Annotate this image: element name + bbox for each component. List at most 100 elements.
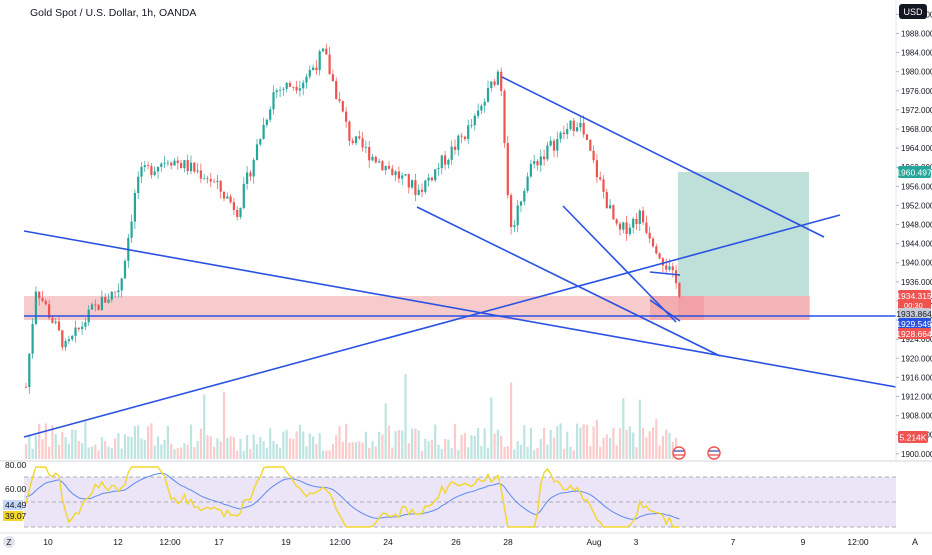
candle-body xyxy=(612,205,615,220)
volume-bar xyxy=(595,419,598,459)
volume-bar xyxy=(147,426,150,459)
volume-bar xyxy=(450,448,453,459)
candle-body xyxy=(209,179,212,182)
candle-body xyxy=(71,335,74,340)
candle-body xyxy=(387,165,391,169)
candle-body xyxy=(490,81,493,89)
volume-bar xyxy=(665,429,668,459)
volume-bar xyxy=(447,439,450,459)
volume-bar xyxy=(533,450,536,459)
candle-body xyxy=(665,265,668,270)
candle-body xyxy=(213,181,216,183)
volume-bar xyxy=(407,443,410,459)
volume-bar xyxy=(305,446,308,459)
trendlines[interactable] xyxy=(23,76,897,438)
line-price-badge: 1929.549 xyxy=(896,319,932,329)
volume-bar xyxy=(411,428,414,459)
candle-body xyxy=(206,178,209,180)
price-tick: 1988.000 xyxy=(901,29,932,38)
volume-bar xyxy=(279,448,282,459)
volume-bar xyxy=(635,447,638,459)
volume-bar xyxy=(658,445,661,459)
candle-body xyxy=(622,222,625,230)
candle-body xyxy=(500,71,503,91)
candle-body xyxy=(341,100,344,112)
candle-body xyxy=(222,191,226,199)
candle-body xyxy=(160,163,163,167)
volume-bar xyxy=(576,423,579,459)
candle-body xyxy=(371,156,374,161)
candle-body xyxy=(272,92,275,110)
volume-bar xyxy=(71,429,74,459)
candle-body xyxy=(57,321,61,331)
candle-body xyxy=(628,227,631,234)
candle-body xyxy=(269,109,272,120)
candle-body xyxy=(104,297,107,303)
volume-bar xyxy=(470,435,473,459)
volume-bar xyxy=(269,428,272,459)
price-axis[interactable]: 1992.0001988.0001984.0001980.0001976.000… xyxy=(895,0,932,461)
time-axis[interactable]: Z A 10 12 12:00 17 19 12:00 24 26 28 Aug 3 7 9 12:00 xyxy=(0,532,932,548)
volume-bar xyxy=(249,449,252,459)
candle-body xyxy=(275,90,278,93)
volume-bar xyxy=(315,444,318,459)
event-icons[interactable] xyxy=(672,446,721,460)
candle-body xyxy=(176,160,179,163)
candle-body xyxy=(585,134,589,140)
volume-bar xyxy=(338,426,341,459)
candle-body xyxy=(632,218,635,228)
candle-body xyxy=(193,162,196,172)
candle-body xyxy=(226,196,229,199)
candle-body xyxy=(450,146,453,160)
candle-body xyxy=(173,160,176,166)
volume-bar xyxy=(242,450,245,459)
trendline-small-top xyxy=(649,271,681,276)
candle-body xyxy=(117,290,120,293)
candle-body xyxy=(28,353,31,388)
time-label: 7 xyxy=(731,537,736,547)
candle-body xyxy=(543,156,546,160)
volume-bar xyxy=(196,441,199,459)
volume-bar xyxy=(618,428,622,459)
candle-body xyxy=(572,120,575,132)
candle-body xyxy=(312,67,315,70)
volume-bar xyxy=(186,444,189,459)
volume-bar xyxy=(559,423,562,459)
candle-body xyxy=(506,143,509,196)
price-tick: 1956.000 xyxy=(901,182,932,191)
volume-bar xyxy=(605,434,608,459)
candle-body xyxy=(618,223,622,230)
volume-bar xyxy=(625,429,628,459)
volume-bar xyxy=(246,435,249,459)
volume-bar xyxy=(308,433,311,459)
candle-body xyxy=(186,160,189,172)
price-tick: 1944.000 xyxy=(901,240,932,249)
rsi-pane[interactable]: 80.00 60.00 44.49 39.07 xyxy=(3,460,896,528)
volume-bar xyxy=(173,449,176,459)
volume-bar xyxy=(444,438,447,459)
volume-bar xyxy=(628,426,631,459)
volume-bar xyxy=(661,436,664,459)
target-zone[interactable] xyxy=(678,172,809,296)
volume-bar xyxy=(176,448,179,459)
volume-bar xyxy=(645,437,648,459)
price-tick: 1984.000 xyxy=(901,49,932,58)
volume-bar xyxy=(477,427,480,459)
candle-body xyxy=(338,99,341,101)
currency-button[interactable]: USD xyxy=(899,4,927,19)
volume-bar xyxy=(341,441,344,459)
volume-bar xyxy=(166,425,169,459)
candle-body xyxy=(64,340,67,348)
volume-bar xyxy=(57,444,61,459)
volume-bar xyxy=(546,444,549,459)
candle-body xyxy=(259,138,262,145)
volume-bar xyxy=(282,431,285,459)
volume-bar xyxy=(503,447,506,459)
volume-bar xyxy=(539,438,542,459)
candle-body xyxy=(44,300,47,305)
candle-body xyxy=(467,125,470,139)
volume-bar xyxy=(61,431,64,459)
time-label: 9 xyxy=(801,537,806,547)
candle-body xyxy=(609,205,612,209)
